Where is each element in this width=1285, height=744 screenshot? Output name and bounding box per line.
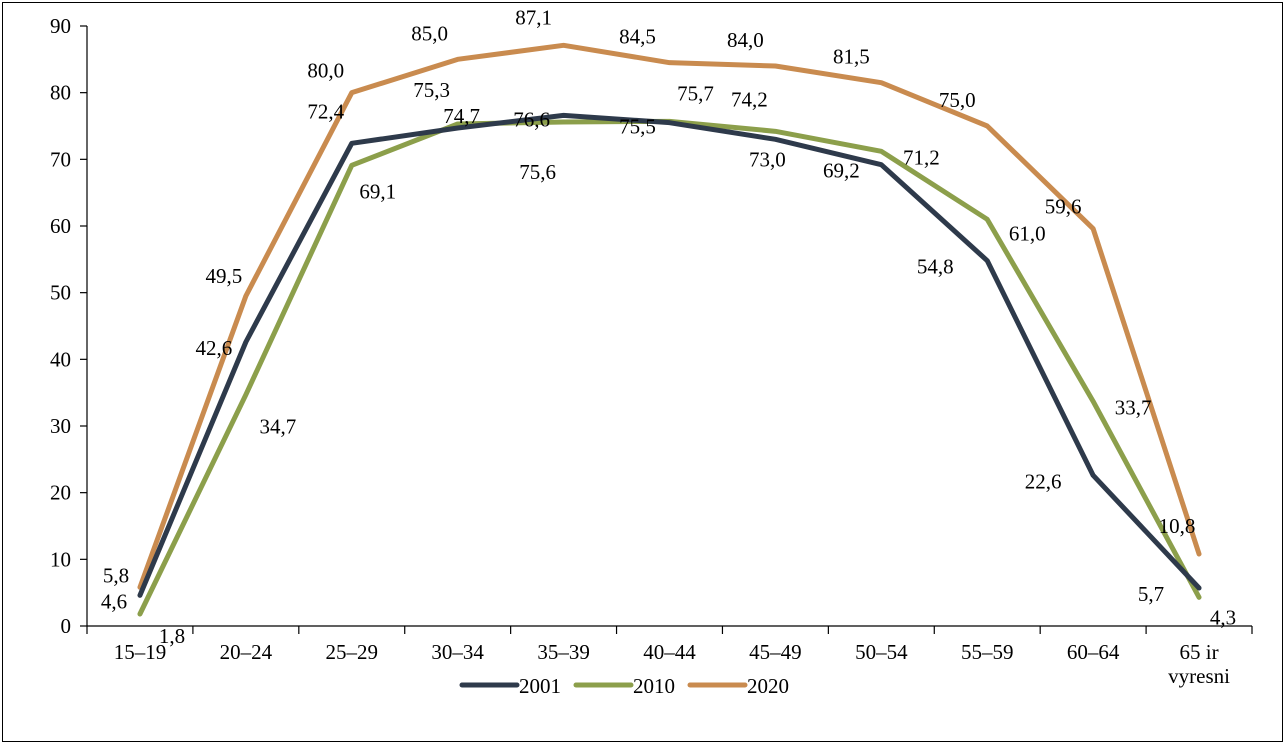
legend-label-2020: 2020 xyxy=(747,674,789,698)
y-tick-label-80: 80 xyxy=(50,81,71,105)
data-label-2001-9: 22,6 xyxy=(1025,469,1062,493)
data-label-2001-10: 5,7 xyxy=(1138,582,1164,606)
data-label-2010-10: 4,3 xyxy=(1210,605,1236,629)
data-label-2001-6: 73,0 xyxy=(749,147,786,171)
x-tick-label-8: 55–59 xyxy=(961,640,1014,664)
data-label-2010-4: 75,6 xyxy=(519,160,556,184)
data-label-2020-3: 85,0 xyxy=(411,21,448,45)
data-label-2020-1: 49,5 xyxy=(205,264,242,288)
data-label-2010-2: 69,1 xyxy=(359,179,396,203)
data-label-2001-4: 76,6 xyxy=(513,107,550,131)
legend-label-2001: 2001 xyxy=(519,674,561,698)
y-tick-label-0: 0 xyxy=(61,614,72,638)
data-label-2001-0: 4,6 xyxy=(101,589,127,613)
x-tick-label-1: 20–24 xyxy=(220,640,273,664)
data-label-2010-7: 71,2 xyxy=(903,145,940,169)
x-tick-label-0: 15–19 xyxy=(114,640,167,664)
data-label-2020-7: 81,5 xyxy=(833,45,870,69)
data-label-2020-4: 87,1 xyxy=(515,5,552,29)
data-label-2010-5: 75,7 xyxy=(677,81,714,105)
y-tick-label-50: 50 xyxy=(50,281,71,305)
series-line-2001 xyxy=(137,112,1202,598)
series-line-2020 xyxy=(137,42,1202,590)
x-tick-label-7: 50–54 xyxy=(855,640,908,664)
data-label-2020-5: 84,5 xyxy=(619,25,656,49)
data-label-2001-3: 74,7 xyxy=(443,104,480,128)
data-label-2020-6: 84,0 xyxy=(727,28,764,52)
x-tick-label-4: 35–39 xyxy=(537,640,590,664)
data-label-2020-9: 59,6 xyxy=(1045,195,1082,219)
data-label-2001-2: 72,4 xyxy=(307,99,344,123)
y-tick-label-90: 90 xyxy=(50,14,71,38)
data-label-2010-6: 74,2 xyxy=(731,87,768,111)
data-label-2020-10: 10,8 xyxy=(1159,514,1196,538)
y-tick-label-30: 30 xyxy=(50,414,71,438)
y-tick-label-40: 40 xyxy=(50,347,71,371)
data-label-2001-8: 54,8 xyxy=(917,255,954,279)
y-tick-label-20: 20 xyxy=(50,481,71,505)
y-tick-label-60: 60 xyxy=(50,214,71,238)
x-tick-label-6: 45–49 xyxy=(749,640,802,664)
data-label-2010-9: 33,7 xyxy=(1115,395,1152,419)
y-tick-label-10: 10 xyxy=(50,547,71,571)
data-label-2020-2: 80,0 xyxy=(307,59,344,83)
data-label-2001-7: 69,2 xyxy=(823,159,860,183)
data-label-2020-8: 75,0 xyxy=(939,88,976,112)
x-tick-label-9: 60–64 xyxy=(1067,640,1120,664)
x-tick-label-3: 30–34 xyxy=(431,640,484,664)
data-label-2010-0: 1,8 xyxy=(159,624,185,648)
data-label-2010-3: 75,3 xyxy=(413,78,450,102)
data-label-2010-8: 61,0 xyxy=(1009,221,1046,245)
data-label-2020-0: 5,8 xyxy=(103,563,129,587)
y-tick-label-70: 70 xyxy=(50,147,71,171)
data-label-2001-5: 75,5 xyxy=(619,115,656,139)
x-tick-label-5: 40–44 xyxy=(643,640,696,664)
data-label-2001-1: 42,6 xyxy=(195,336,232,360)
x-tick-label-2: 25–29 xyxy=(326,640,379,664)
data-label-2010-1: 34,7 xyxy=(259,415,296,439)
legend-label-2010: 2010 xyxy=(633,674,675,698)
x-tick-label-10: 65 ir vyresni xyxy=(1168,640,1230,688)
